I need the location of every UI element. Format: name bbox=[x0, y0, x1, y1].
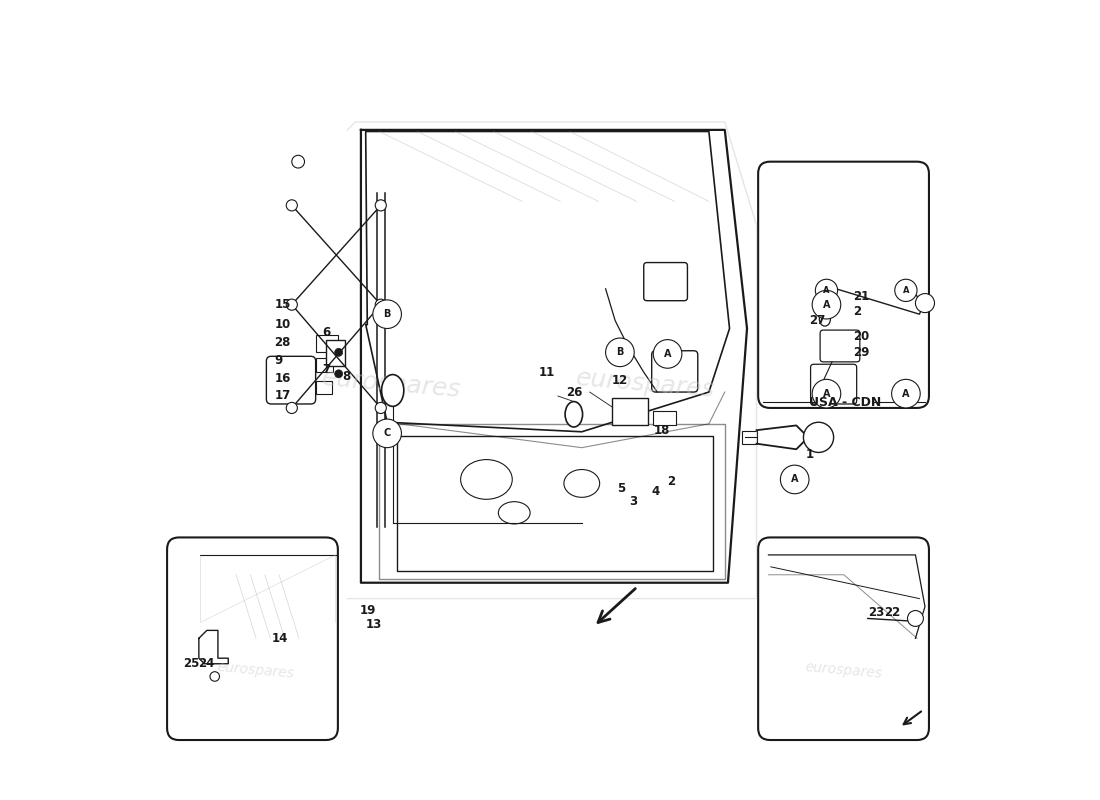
Circle shape bbox=[375, 299, 386, 310]
Text: 29: 29 bbox=[854, 346, 870, 359]
Text: 23: 23 bbox=[868, 606, 884, 619]
Bar bbox=[316, 335, 338, 352]
Ellipse shape bbox=[820, 312, 830, 326]
FancyBboxPatch shape bbox=[758, 538, 928, 740]
FancyBboxPatch shape bbox=[644, 262, 688, 301]
Circle shape bbox=[286, 402, 297, 414]
Text: 17: 17 bbox=[274, 389, 290, 402]
Text: USA - CDN: USA - CDN bbox=[810, 396, 882, 409]
Text: B: B bbox=[384, 309, 390, 319]
Text: 27: 27 bbox=[808, 314, 825, 327]
Text: 25: 25 bbox=[183, 658, 199, 670]
Text: 11: 11 bbox=[539, 366, 556, 378]
Text: A: A bbox=[663, 349, 671, 359]
Ellipse shape bbox=[382, 374, 404, 406]
Text: eurospares: eurospares bbox=[574, 366, 716, 402]
Text: 9: 9 bbox=[274, 354, 283, 366]
Circle shape bbox=[894, 279, 917, 302]
Bar bbox=[653, 411, 675, 426]
Text: 4: 4 bbox=[651, 485, 660, 498]
Circle shape bbox=[815, 279, 837, 302]
Bar bbox=[612, 398, 648, 426]
Circle shape bbox=[334, 370, 343, 378]
Text: A: A bbox=[903, 286, 910, 295]
Circle shape bbox=[375, 200, 386, 211]
Bar bbox=[326, 341, 345, 366]
Circle shape bbox=[375, 402, 386, 414]
Text: eurospares: eurospares bbox=[805, 660, 883, 681]
Text: 14: 14 bbox=[272, 632, 288, 645]
Text: 12: 12 bbox=[612, 374, 628, 386]
Bar bbox=[316, 358, 333, 372]
Text: eurospares: eurospares bbox=[217, 660, 295, 681]
Circle shape bbox=[373, 419, 402, 448]
Circle shape bbox=[286, 299, 297, 310]
FancyBboxPatch shape bbox=[758, 162, 928, 408]
Circle shape bbox=[892, 379, 921, 408]
Ellipse shape bbox=[565, 402, 583, 427]
Text: 5: 5 bbox=[617, 482, 625, 495]
Text: A: A bbox=[791, 474, 799, 485]
Circle shape bbox=[210, 672, 220, 682]
Text: 21: 21 bbox=[854, 290, 870, 303]
Text: 22: 22 bbox=[883, 606, 900, 619]
Text: 18: 18 bbox=[653, 424, 670, 437]
Text: A: A bbox=[823, 286, 829, 295]
Text: 15: 15 bbox=[274, 298, 290, 311]
Text: 3: 3 bbox=[629, 495, 638, 508]
Text: 20: 20 bbox=[854, 330, 870, 343]
Text: 2: 2 bbox=[854, 305, 861, 318]
Text: 28: 28 bbox=[274, 336, 290, 350]
Circle shape bbox=[292, 155, 305, 168]
Text: A: A bbox=[902, 389, 910, 398]
Text: A: A bbox=[823, 389, 830, 398]
FancyBboxPatch shape bbox=[167, 538, 338, 740]
Text: 7: 7 bbox=[322, 363, 330, 376]
FancyBboxPatch shape bbox=[811, 364, 857, 404]
FancyBboxPatch shape bbox=[821, 330, 860, 362]
FancyBboxPatch shape bbox=[266, 356, 316, 404]
Circle shape bbox=[812, 379, 840, 408]
Text: eurospares: eurospares bbox=[320, 366, 462, 402]
Bar bbox=[742, 431, 757, 444]
Text: A: A bbox=[823, 300, 830, 310]
Text: 8: 8 bbox=[342, 370, 350, 382]
Circle shape bbox=[653, 340, 682, 368]
Circle shape bbox=[915, 294, 935, 313]
Circle shape bbox=[780, 465, 808, 494]
Circle shape bbox=[373, 300, 402, 329]
Text: 26: 26 bbox=[565, 386, 582, 398]
Circle shape bbox=[812, 290, 840, 319]
Text: 16: 16 bbox=[274, 372, 290, 385]
Circle shape bbox=[334, 348, 343, 356]
FancyBboxPatch shape bbox=[651, 350, 697, 392]
Text: 24: 24 bbox=[198, 658, 214, 670]
Text: 13: 13 bbox=[365, 618, 382, 630]
Text: 1: 1 bbox=[806, 447, 814, 461]
Bar bbox=[316, 381, 331, 394]
Text: B: B bbox=[616, 347, 624, 358]
Text: 10: 10 bbox=[274, 318, 290, 331]
Circle shape bbox=[908, 610, 923, 626]
Text: C: C bbox=[384, 428, 390, 438]
Circle shape bbox=[606, 338, 635, 366]
Text: 2: 2 bbox=[667, 474, 675, 487]
Text: 19: 19 bbox=[360, 604, 376, 617]
Circle shape bbox=[286, 200, 297, 211]
Text: 6: 6 bbox=[322, 326, 330, 339]
Circle shape bbox=[803, 422, 834, 453]
